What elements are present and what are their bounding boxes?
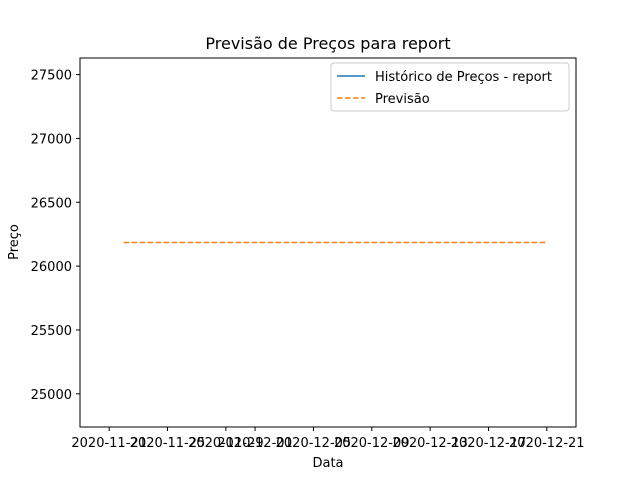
- y-axis: 25000 25500 26000 26500 27000 27500: [31, 69, 80, 403]
- x-tick-label: 2020-12-09: [334, 436, 410, 451]
- x-axis: 2020-11-212020-11-252020-11-292020-12-01…: [71, 427, 585, 451]
- y-axis-label: Preço: [7, 224, 22, 260]
- y-tick-label: 27500: [31, 69, 72, 84]
- x-tick-label: 2020-12-01: [217, 436, 293, 451]
- x-tick-label: 2020-11-21: [71, 436, 147, 451]
- x-tick-label: 2020-11-29: [188, 436, 264, 451]
- y-tick-label: 26000: [31, 260, 72, 275]
- plot-area: [79, 57, 577, 428]
- y-tick-label: 25000: [31, 388, 72, 403]
- y-tick-label: 27000: [31, 132, 72, 147]
- chart-title: Previsão de Preços para report: [205, 34, 450, 53]
- legend-box: [330, 62, 570, 112]
- x-tick-label: 2020-12-05: [276, 436, 352, 451]
- x-tick-label: 2020-12-21: [509, 436, 585, 451]
- x-tick-label: 2020-12-13: [392, 436, 468, 451]
- plot-frame: [79, 57, 577, 428]
- y-tick-label: 25500: [31, 324, 72, 339]
- x-tick-label: 2020-12-17: [451, 436, 527, 451]
- legend-label-forecast: Previsão: [375, 92, 430, 107]
- x-axis-label: Data: [312, 456, 343, 471]
- y-tick-label: 26500: [31, 196, 72, 211]
- legend-label-history: Histórico de Preços - report: [375, 70, 552, 85]
- x-tick-label: 2020-11-25: [130, 436, 206, 451]
- legend: Histórico de Preços - report Previsão: [330, 62, 570, 112]
